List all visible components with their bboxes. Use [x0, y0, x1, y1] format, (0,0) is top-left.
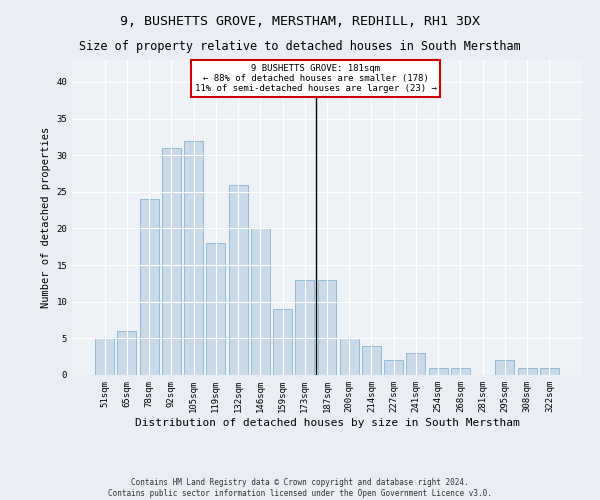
Bar: [384, 360, 403, 375]
Bar: [496, 360, 514, 375]
Bar: [140, 199, 158, 375]
Bar: [295, 280, 314, 375]
Bar: [273, 309, 292, 375]
Bar: [118, 331, 136, 375]
Text: 9 BUSHETTS GROVE: 181sqm
← 88% of detached houses are smaller (178)
11% of semi-: 9 BUSHETTS GROVE: 181sqm ← 88% of detach…: [195, 64, 437, 94]
Bar: [540, 368, 559, 375]
Bar: [429, 368, 448, 375]
X-axis label: Distribution of detached houses by size in South Merstham: Distribution of detached houses by size …: [134, 418, 520, 428]
Text: Size of property relative to detached houses in South Merstham: Size of property relative to detached ho…: [79, 40, 521, 53]
Bar: [406, 353, 425, 375]
Bar: [184, 140, 203, 375]
Bar: [340, 338, 359, 375]
Bar: [362, 346, 381, 375]
Bar: [162, 148, 181, 375]
Bar: [229, 184, 248, 375]
Text: Contains HM Land Registry data © Crown copyright and database right 2024.
Contai: Contains HM Land Registry data © Crown c…: [108, 478, 492, 498]
Bar: [518, 368, 536, 375]
Bar: [251, 228, 270, 375]
Bar: [206, 243, 225, 375]
Text: 9, BUSHETTS GROVE, MERSTHAM, REDHILL, RH1 3DX: 9, BUSHETTS GROVE, MERSTHAM, REDHILL, RH…: [120, 15, 480, 28]
Bar: [317, 280, 337, 375]
Y-axis label: Number of detached properties: Number of detached properties: [41, 127, 51, 308]
Bar: [451, 368, 470, 375]
Bar: [95, 338, 114, 375]
